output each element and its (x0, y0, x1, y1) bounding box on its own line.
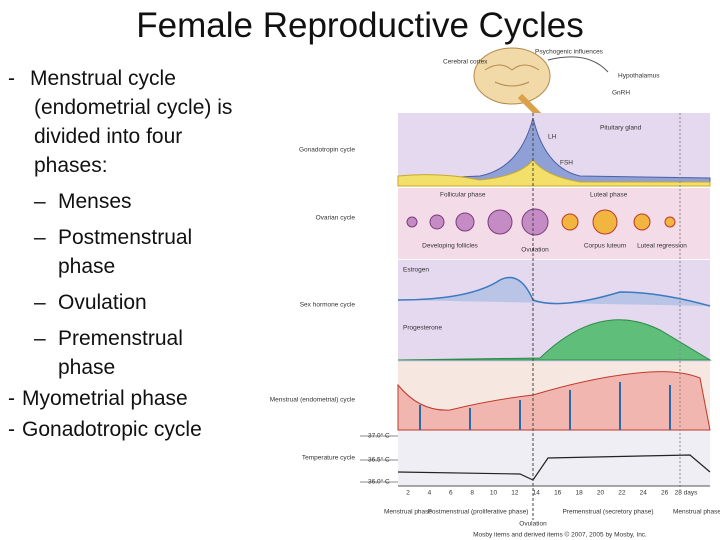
diagram-label: 36.0° C (368, 478, 390, 486)
bullet-text: Menstrual cycle (30, 67, 176, 90)
diagram-label: Pituitary gland (600, 125, 642, 132)
day-label: 28 days (675, 490, 699, 497)
bullet: Gonadotropic cycle (8, 415, 308, 444)
fsh-curve (397, 159, 711, 187)
diagram-label: Mosby items and derived items © 2007, 20… (473, 531, 647, 539)
day-label: 14 (533, 490, 541, 497)
arteries (419, 382, 671, 430)
slide-title: Female Reproductive Cycles (136, 6, 584, 45)
diagram-label: Postmenstrual (proliferative phase) (428, 509, 529, 516)
diagram-label: Menstrual phase (673, 509, 720, 516)
day-label: 18 (575, 490, 583, 497)
brain (473, 47, 551, 105)
sub-bullet: Premenstrual phase (8, 324, 228, 382)
diagram-label: Hypothalamus (618, 73, 660, 80)
corpus-luteum (561, 209, 676, 235)
diagram-label: Ovarian cycle (316, 215, 356, 222)
bullet-text: (endometrial cycle) is divided into four… (34, 96, 233, 177)
diagram-label: 36.5° C (368, 456, 390, 464)
ovarian-panel (398, 188, 710, 259)
diagram-label: Premenstrual (secretory phase) (562, 509, 653, 516)
diagram-label: GnRH (612, 90, 630, 97)
diagram-label: Progesterone (403, 325, 442, 332)
diagram-label: Luteal phase (590, 192, 628, 199)
follicles (406, 208, 549, 236)
diagram-label: Follicular phase (440, 192, 486, 199)
diagram-label: Cerebral cortex (443, 59, 488, 66)
diagram-label: Estrogen (403, 267, 429, 274)
brain-folds (484, 64, 540, 87)
diagram-label: Menstrual phase (384, 509, 432, 516)
progesterone-curve (397, 319, 712, 361)
day-label: 20 (597, 490, 605, 497)
diagram-label: Ovulation (521, 247, 549, 254)
diagram-label: Psychogenic influences (535, 49, 604, 56)
arrow (547, 56, 609, 73)
diagram-label: Developing follicles (422, 243, 478, 250)
bullet: Menstrual cycle (endometrial cycle) is d… (8, 64, 308, 180)
diagram-label: Ovulation (519, 521, 547, 528)
diagram-label: Sex hormone cycle (300, 302, 356, 309)
day-label: 26 (661, 490, 669, 497)
temperature-line (397, 454, 711, 481)
diagram-label: Temperature cycle (302, 455, 355, 462)
diagram-label: Corpus luteum (584, 243, 626, 250)
diagram-label: Luteal regression (637, 243, 687, 250)
sub-bullet: Ovulation (8, 288, 228, 317)
diagram-label: Menstrual (endometrial) cycle (270, 397, 356, 404)
day-label: 12 (511, 490, 519, 497)
bullet: Myometrial phase (8, 384, 308, 413)
day-label: 4 (428, 490, 432, 497)
diagram-label: FSH (560, 160, 573, 167)
diagram-label: Gonadotropin cycle (299, 147, 355, 154)
day-label: 2 (406, 490, 410, 497)
diagram-label: 37.0° C (368, 432, 390, 440)
diagram-label: LH (548, 134, 557, 141)
bullet-list: Menstrual cycle (endometrial cycle) is d… (8, 64, 308, 444)
day-label: 22 (618, 490, 626, 497)
sub-bullet: Menses (8, 187, 228, 216)
day-label: 6 (449, 490, 453, 497)
day-label: 10 (490, 490, 498, 497)
sub-bullet: Postmenstrual phase (8, 223, 228, 281)
day-label: 8 (470, 490, 474, 497)
day-label: 24 (640, 490, 648, 497)
day-label: 16 (554, 490, 562, 497)
